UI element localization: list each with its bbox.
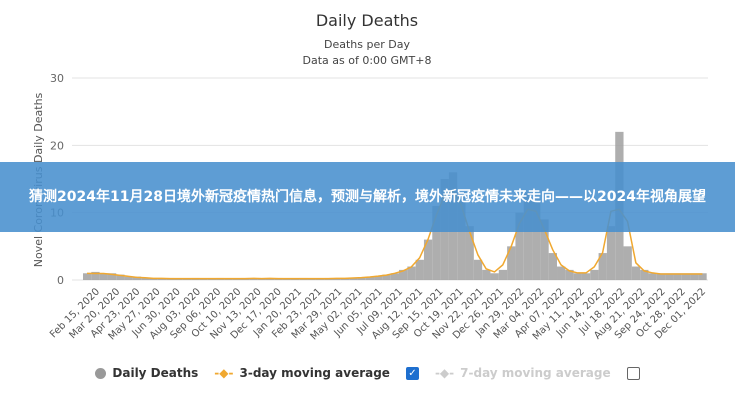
daily-deaths-bar: [490, 273, 499, 280]
daily-deaths-bar: [573, 273, 582, 280]
legend-daily-label: Daily Deaths: [112, 366, 199, 380]
daily-deaths-bar: [631, 266, 641, 280]
daily-deaths-bar: [423, 239, 433, 280]
daily-deaths-bar: [374, 275, 383, 280]
chart-subtitle-1: Deaths per Day: [324, 38, 410, 51]
daily-deaths-bar: [399, 269, 408, 280]
legend-3day-label: 3-day moving average: [239, 366, 390, 380]
3day-average-line: [86, 190, 703, 280]
daily-deaths-bar: [332, 278, 341, 280]
daily-deaths-bar: [581, 273, 591, 280]
headline-text: 猜测2024年11月28日境外新冠疫情热门信息，预测与解析，境外新冠疫情未来走向…: [29, 189, 706, 205]
7day-average-checkbox[interactable]: [626, 366, 640, 380]
daily-deaths-bar: [116, 274, 125, 280]
y-tick-label: 30: [50, 72, 64, 85]
daily-deaths-bar: [107, 273, 117, 280]
daily-deaths-bar: [349, 277, 358, 280]
daily-deaths-bar: [357, 277, 366, 280]
daily-deaths-bar: [473, 259, 483, 280]
daily-deaths-bar: [141, 277, 150, 280]
daily-deaths-bar: [606, 226, 616, 280]
daily-deaths-bar: [532, 199, 541, 280]
orange-line-marker-icon: -◆-: [214, 366, 234, 380]
daily-deaths-bar: [648, 273, 657, 280]
daily-deaths-bar: [515, 212, 524, 280]
daily-deaths-bar: [690, 273, 699, 280]
legend-7day-label: 7-day moving average: [460, 366, 611, 380]
legend-daily-deaths[interactable]: Daily Deaths: [95, 366, 198, 380]
headline-banner[interactable]: 猜测2024年11月28日境外新冠疫情热门信息，预测与解析，境外新冠疫情未来走向…: [0, 162, 735, 232]
chart-subtitle-2: Data as of 0:00 GMT+8: [303, 54, 432, 67]
daily-deaths-bar: [407, 266, 416, 280]
daily-deaths-bar: [598, 253, 607, 280]
daily-deaths-bar: [665, 273, 674, 280]
y-tick-label: 20: [50, 139, 64, 152]
daily-deaths-bar: [83, 273, 92, 280]
legend-3day-average[interactable]: -◆- 3-day moving average: [214, 366, 390, 380]
daily-deaths-bar: [548, 253, 557, 280]
daily-deaths-bar: [415, 259, 424, 280]
daily-deaths-bar: [432, 205, 441, 280]
3day-average-checkbox[interactable]: ✓: [405, 366, 419, 380]
daily-deaths-bar: [640, 269, 649, 280]
daily-deaths-bar: [132, 276, 142, 280]
legend-7day-average[interactable]: -◆- 7-day moving average: [435, 366, 611, 380]
daily-deaths-bar: [390, 273, 399, 280]
daily-deaths-bar: [698, 273, 707, 280]
daily-deaths-bar: [265, 278, 275, 280]
chart-legend: Daily Deaths -◆- 3-day moving average ✓ -…: [0, 366, 735, 380]
daily-deaths-bar: [382, 274, 391, 280]
daily-deaths-bar: [523, 192, 533, 280]
daily-deaths-bar: [249, 278, 258, 280]
daily-deaths-bar: [482, 269, 491, 280]
daily-deaths-bar: [465, 226, 474, 280]
daily-deaths-bar: [124, 276, 133, 280]
daily-deaths-bar: [91, 271, 100, 280]
daily-deaths-bar: [365, 276, 375, 280]
daily-deaths-bar: [157, 278, 167, 280]
gray-dot-icon: [95, 367, 107, 379]
daily-deaths-bar: [681, 273, 691, 280]
y-tick-label: 0: [57, 274, 64, 287]
daily-deaths-bar: [673, 273, 682, 280]
daily-deaths-bar: [557, 266, 566, 280]
daily-deaths-bar: [540, 219, 549, 280]
daily-deaths-bar: [507, 246, 516, 280]
daily-deaths-bar: [623, 246, 632, 280]
gray-line-marker-icon: -◆-: [434, 366, 455, 380]
daily-deaths-bar: [656, 273, 666, 280]
daily-deaths-bar: [498, 269, 508, 280]
daily-deaths-bar: [457, 192, 466, 280]
daily-deaths-bar: [590, 269, 599, 280]
chart-title: Daily Deaths: [316, 11, 418, 30]
daily-deaths-bar: [565, 269, 574, 280]
daily-deaths-bar: [99, 273, 108, 280]
